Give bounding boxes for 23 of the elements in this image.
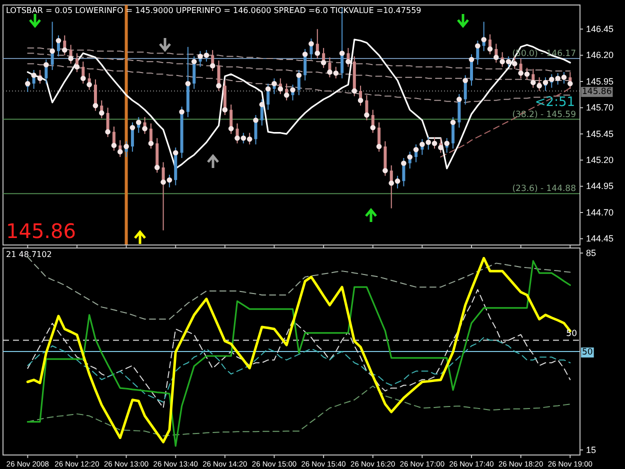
annotation: 145.86 [6,219,76,243]
y-tick-label: 144.45 [586,234,614,244]
annotation: (38.2) - 145.59 [512,110,576,120]
y-tick-label: 144.70 [586,207,614,218]
annotation: (23.6) - 144.88 [512,184,576,194]
line-series [27,386,571,436]
annotation: <2:51 [534,95,575,110]
y-tick-label: 15 [586,444,596,455]
annotation: 50 [566,329,577,339]
y-tick-label: 145.70 [586,102,614,113]
line-series [27,336,571,403]
y-tick-label: 145.20 [586,154,614,165]
y-tick-label: 85 [586,248,596,258]
y-tick-label: 145.95 [586,76,614,86]
line-series [27,256,571,320]
ref-line-label: 145.86 [582,86,612,97]
candlestick [458,94,461,128]
y-tick-label: 144.95 [586,181,614,192]
y-tick-label: 146.45 [586,24,614,34]
y-tick-label: 146.20 [586,50,614,60]
y-tick-label: 145.45 [586,128,614,139]
annotation: 21 48.7102 [6,250,52,259]
ref-line-label: 50 [582,348,593,358]
